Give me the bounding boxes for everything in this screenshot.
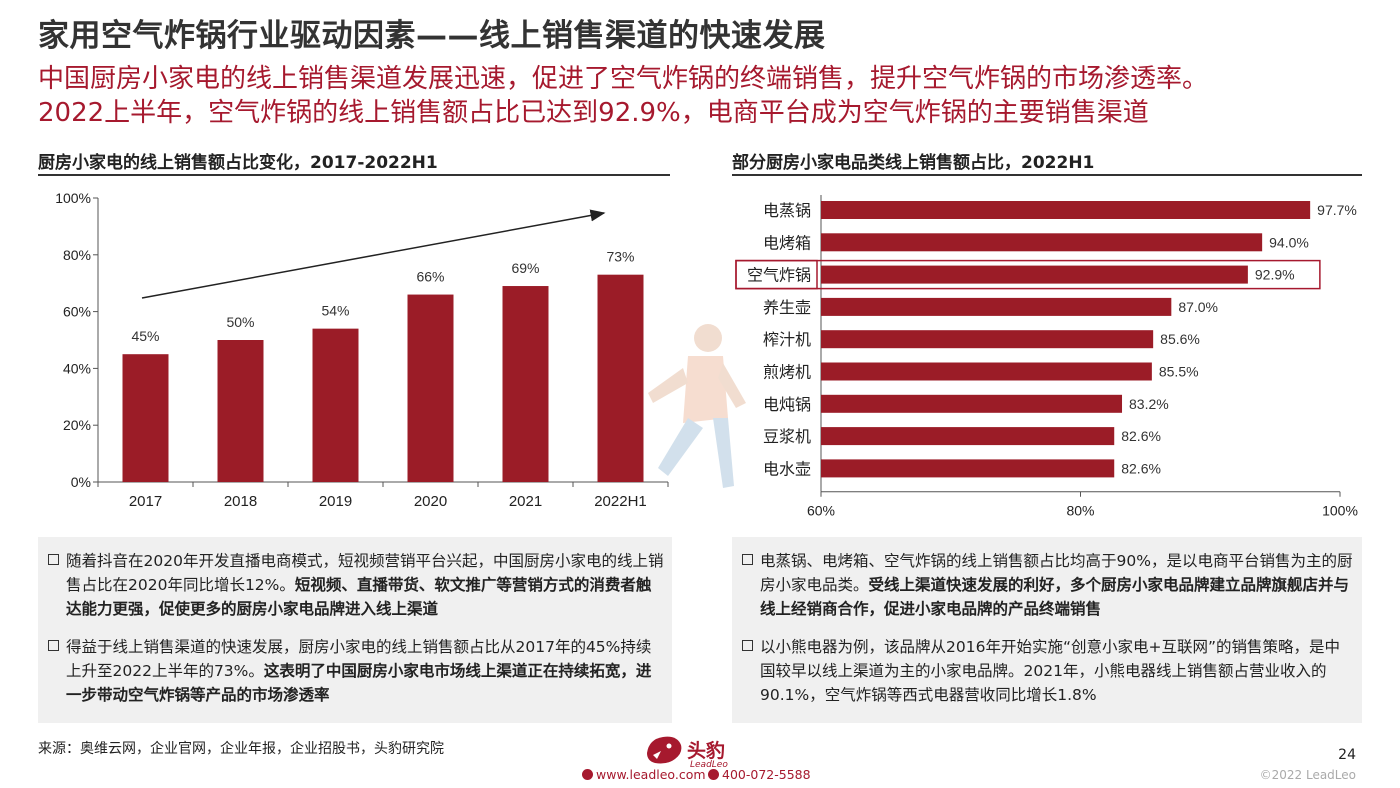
hbar-电烤箱 [821, 233, 1263, 252]
logo-subtext: LeadLeo [690, 760, 728, 770]
phone-number: 400-072-5588 [708, 767, 811, 782]
category-label: 电蒸锅 [763, 202, 811, 220]
hbar-榨汁机 [821, 330, 1154, 349]
bar-value-label: 69% [511, 260, 539, 276]
x-tick-label: 60% [807, 503, 835, 519]
right-bullet-2: 以小熊电器为例，该品牌从2016年开始实施“创意小家电+互联网”的销售策略，是中… [742, 635, 1354, 707]
page-title: 家用空气炸锅行业驱动因素——线上销售渠道的快速发展 [38, 18, 826, 54]
hbar-value-label: 82.6% [1121, 428, 1161, 444]
y-tick-label: 60% [63, 304, 91, 320]
hbar-value-label: 92.9% [1255, 267, 1295, 283]
left-bullet-1: 随着抖音在2020年开发直播电商模式，短视频营销平台兴起，中国厨房小家电的线上销… [48, 549, 664, 621]
highlight-box [735, 259, 1321, 290]
bar-value-label: 45% [131, 328, 159, 344]
left-chart-title: 厨房小家电的线上销售额占比变化，2017-2022H1 [38, 153, 438, 173]
left-bullet-2: 得益于线上销售渠道的快速发展，厨房小家电的线上销售额占比从2017年的45%持续… [48, 635, 664, 707]
right-chart-title: 部分厨房小家电品类线上销售额占比，2022H1 [732, 153, 1095, 173]
bar-2020 [407, 294, 454, 482]
hbar-value-label: 94.0% [1269, 234, 1309, 250]
right-bullet-1: 电蒸锅、电烤箱、空气炸锅的线上销售额占比均高于90%，是以电商平台销售为主的厨房… [742, 549, 1354, 621]
hbar-value-label: 85.6% [1160, 331, 1200, 347]
bar-2017 [122, 354, 169, 482]
page-number: 24 [1338, 747, 1356, 763]
hbar-value-label: 85.5% [1159, 364, 1199, 380]
bar-value-label: 50% [226, 314, 254, 330]
y-tick-label: 0% [71, 474, 91, 490]
x-tick-label: 2021 [509, 493, 542, 510]
hbar-电炖锅 [821, 394, 1123, 413]
x-tick-label: 2018 [224, 493, 257, 510]
bar-value-label: 73% [606, 249, 634, 265]
bar-value-label: 54% [321, 303, 349, 319]
copyright: ©2022 LeadLeo [1259, 768, 1356, 782]
hbar-养生壶 [821, 297, 1172, 316]
source-note: 来源：奥维云网，企业官网，企业年报，企业招股书，头豹研究院 [38, 741, 444, 757]
website-link[interactable]: www.leadleo.com [582, 767, 706, 782]
category-label: 空气炸锅 [747, 267, 811, 285]
weibo-icon [582, 769, 593, 780]
checkbox-square-icon [742, 640, 753, 651]
runner-watermark-icon [648, 324, 746, 488]
y-tick-label: 20% [63, 417, 91, 433]
hbar-value-label: 83.2% [1129, 396, 1169, 412]
left-insight-panel: 随着抖音在2020年开发直播电商模式，短视频营销平台兴起，中国厨房小家电的线上销… [38, 537, 672, 723]
right-insight-panel: 电蒸锅、电烤箱、空气炸锅的线上销售额占比均高于90%，是以电商平台销售为主的厨房… [732, 537, 1362, 723]
page-subtitle-line2: 2022上半年，空气炸锅的线上销售额占比已达到92.9%，电商平台成为空气炸锅的… [38, 98, 1149, 128]
trend-arrow [141, 209, 606, 299]
bar-2021 [502, 286, 549, 482]
x-tick-label: 2022H1 [594, 493, 647, 510]
hbar-煎烤机 [821, 362, 1152, 381]
logo-text: 头豹 [687, 740, 726, 762]
left-bar-chart: 0% 20% 40% 60% 80% 100% 45% 2017 50% 2018 54% 2019… [55, 190, 669, 510]
x-tick-label: 2020 [414, 493, 447, 510]
category-label: 电水壶 [763, 460, 811, 478]
bar-2022H1 [597, 274, 644, 482]
hbar-value-label: 82.6% [1121, 460, 1161, 476]
category-label: 豆浆机 [763, 428, 811, 446]
y-tick-label: 40% [63, 360, 91, 376]
hbar-value-label: 97.7% [1317, 202, 1357, 218]
x-tick-label: 2017 [129, 493, 162, 510]
category-label: 养生壶 [763, 299, 811, 317]
bar-2019 [312, 328, 359, 482]
right-bar-chart: 60% 80% 100% 97.7% 电蒸锅 94.0% 电烤箱 92.9% 空气炸锅 87.0%… [735, 195, 1358, 519]
category-label: 煎烤机 [763, 364, 811, 382]
hbar-电蒸锅 [821, 201, 1311, 219]
y-tick-label: 100% [55, 190, 91, 206]
x-tick-label: 100% [1322, 503, 1358, 519]
page-subtitle-line1: 中国厨房小家电的线上销售渠道发展迅速，促进了空气炸锅的终端销售，提升空气炸锅的市… [38, 64, 1209, 94]
checkbox-square-icon [742, 554, 753, 565]
checkbox-square-icon [48, 554, 59, 565]
y-tick-label: 80% [63, 247, 91, 263]
bar-2018 [217, 340, 264, 482]
x-tick-label: 2019 [319, 493, 352, 510]
hbar-电水壶 [821, 459, 1115, 478]
hbar-豆浆机 [821, 427, 1115, 446]
hbar-空气炸锅 [821, 265, 1248, 284]
hbar-value-label: 87.0% [1178, 299, 1218, 315]
left-title-divider [38, 174, 670, 176]
checkbox-square-icon [48, 640, 59, 651]
category-label: 电烤箱 [763, 234, 811, 252]
bar-value-label: 66% [416, 269, 444, 285]
category-label: 榨汁机 [763, 331, 811, 349]
phone-icon [708, 769, 719, 780]
category-label: 电炖锅 [763, 396, 811, 414]
x-tick-label: 80% [1066, 503, 1094, 519]
leopard-logo-icon [647, 736, 682, 764]
right-title-divider [732, 174, 1362, 176]
